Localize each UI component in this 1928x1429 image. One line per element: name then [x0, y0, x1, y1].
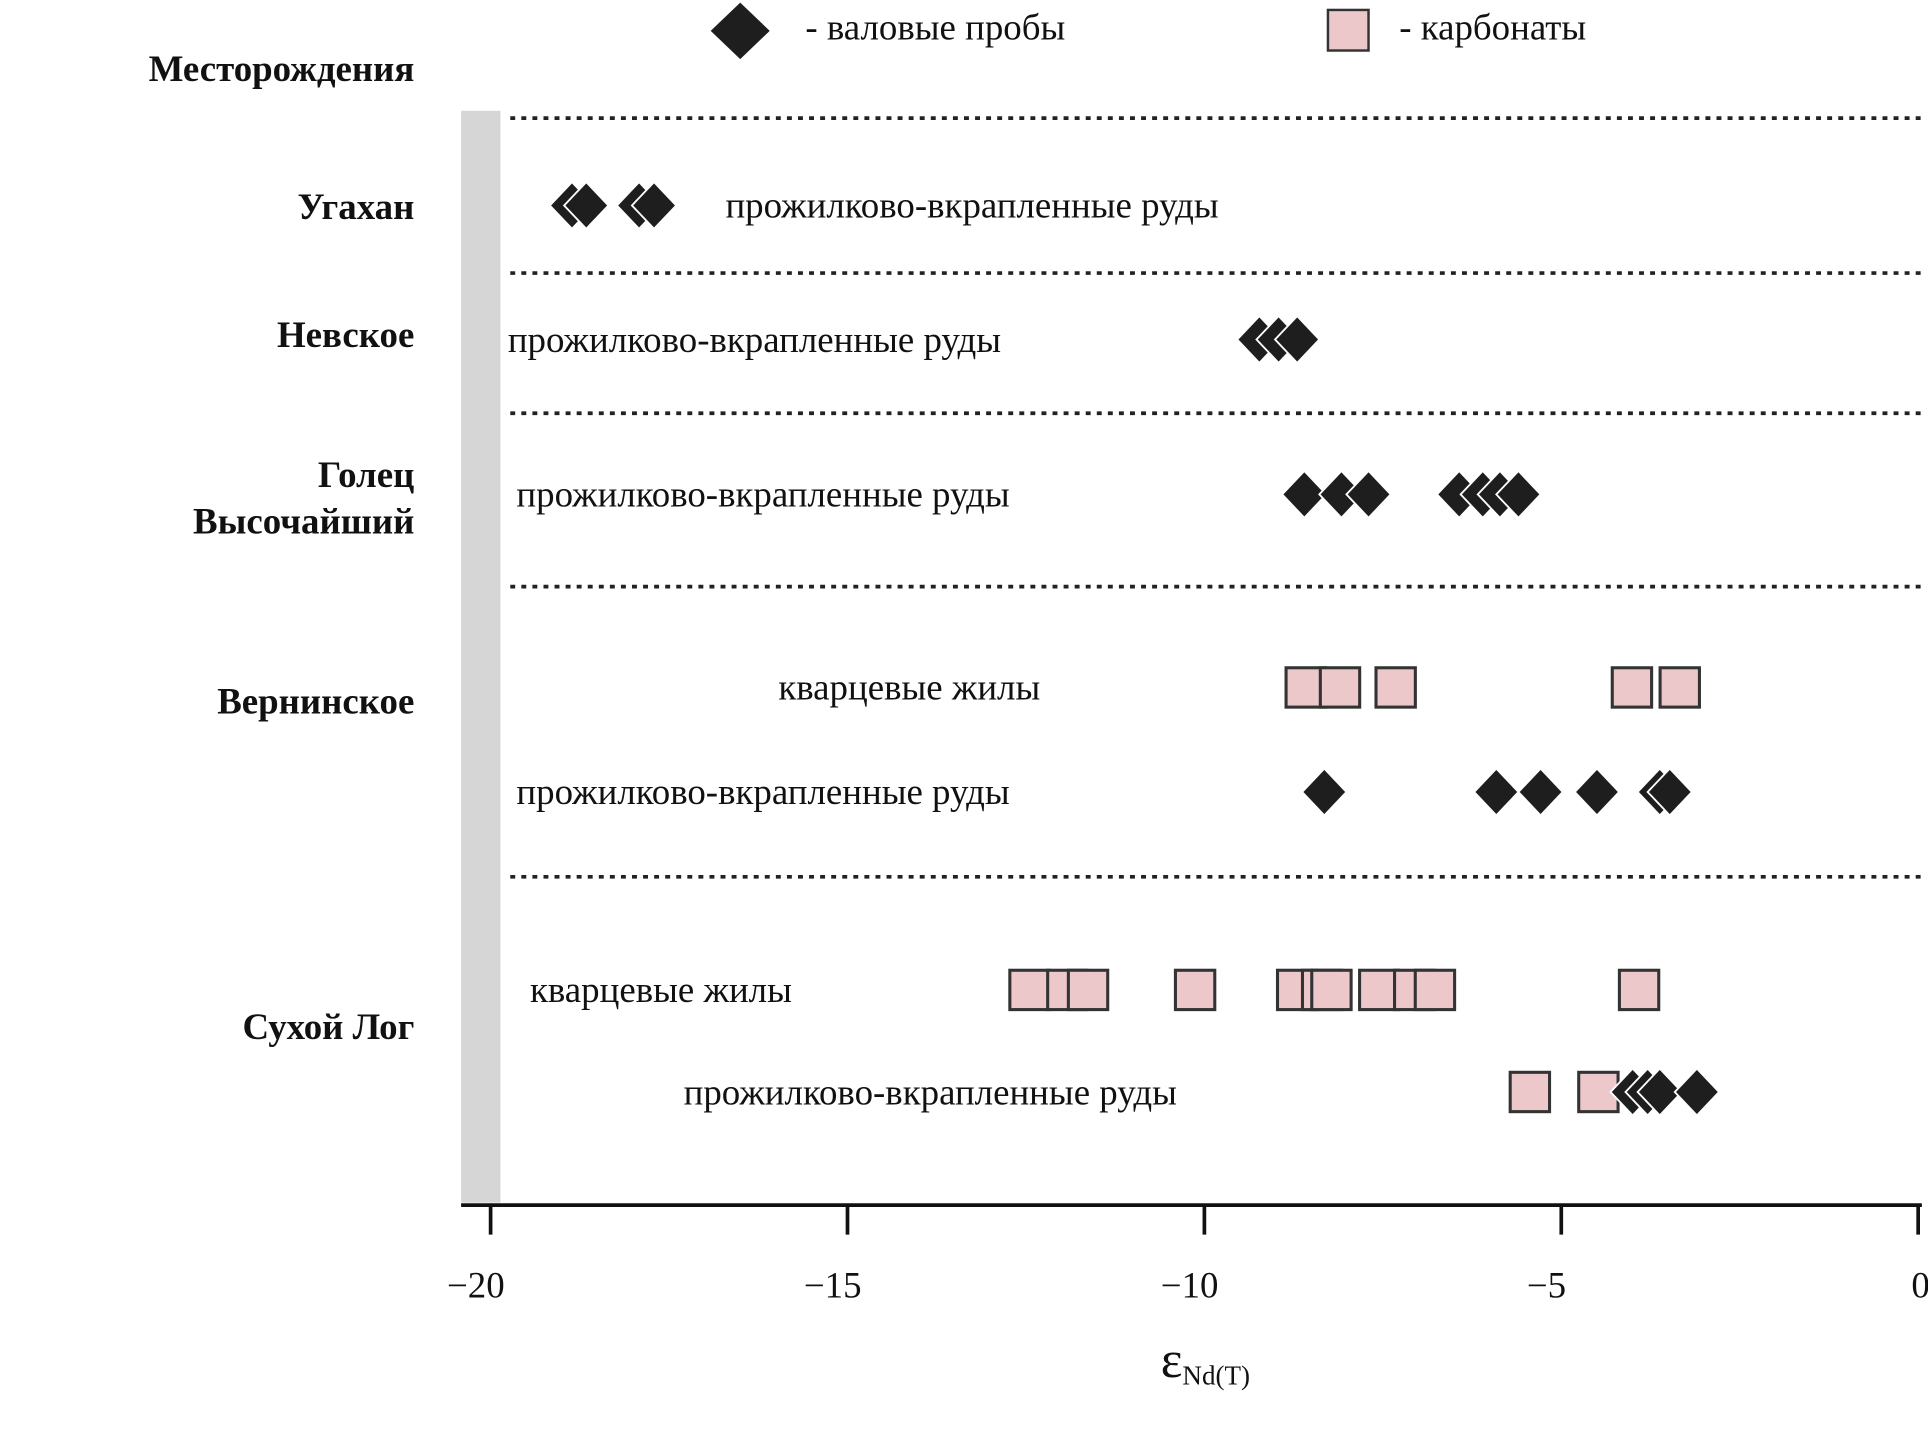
- legend: - валовые пробы - карбонаты: [710, 2, 1586, 60]
- row-label: кварцевые жилы: [778, 667, 1040, 708]
- carbonate-point: [1358, 968, 1401, 1012]
- bulk-sample-point: [1280, 469, 1328, 520]
- carbonate-point: [1066, 968, 1110, 1012]
- deposit-label: Вернинское: [217, 680, 414, 721]
- bulk-sample-point: [1345, 469, 1392, 520]
- x-tick-label: −20: [447, 1264, 505, 1305]
- carbonate-point: [1508, 1070, 1552, 1114]
- bulk-sample-point: [1646, 767, 1694, 817]
- bulk-sample-point: [1472, 767, 1520, 817]
- left-band: [461, 110, 501, 1203]
- carbonate-point: [1173, 968, 1217, 1012]
- y-header: Месторождения: [149, 48, 415, 89]
- deposit-label: Сухой Лог: [243, 1006, 415, 1047]
- legend-label-bulk: - валовые пробы: [805, 6, 1065, 47]
- carbonate-point: [1413, 968, 1457, 1012]
- deposit-label: Угахан: [298, 186, 415, 227]
- legend-square-marker: [1326, 8, 1370, 52]
- bulk-sample-point: [1495, 469, 1542, 520]
- x-tick-label: −15: [804, 1264, 862, 1305]
- bulk-sample-point: [1273, 314, 1321, 365]
- bulk-sample-point: [1573, 767, 1621, 817]
- carbonate-point: [1617, 968, 1661, 1012]
- carbonate-point: [1577, 1070, 1620, 1114]
- carbonate-point: [1374, 666, 1417, 709]
- row-label: прожилково-вкрапленные руды: [508, 319, 1001, 360]
- carbonate-point: [1310, 968, 1353, 1012]
- legend-diamond-marker: [710, 2, 770, 60]
- bulk-sample-point: [1673, 1067, 1721, 1117]
- x-tick-label: −10: [1161, 1264, 1219, 1305]
- row-label: прожилково-вкрапленные руды: [516, 474, 1009, 515]
- deposit-label: Высочайший: [193, 501, 414, 542]
- carbonate-point: [1008, 968, 1051, 1012]
- row-label: прожилково-вкрапленные руды: [725, 185, 1218, 226]
- deposit-label: Невское: [277, 314, 414, 355]
- x-axis-label: εNd(T): [1161, 1332, 1250, 1390]
- carbonate-point: [1610, 666, 1654, 709]
- row-label: прожилково-вкрапленные руды: [516, 771, 1009, 812]
- x-tick-label: −5: [1527, 1264, 1566, 1305]
- carbonate-point: [1658, 666, 1701, 709]
- row-label: кварцевые жилы: [530, 969, 792, 1010]
- carbonate-point: [1318, 666, 1362, 709]
- bulk-sample-point: [630, 180, 678, 231]
- x-tick-label: 0: [1911, 1264, 1928, 1305]
- bulk-sample-point: [1300, 767, 1348, 817]
- legend-label-carbonate: - карбонаты: [1399, 6, 1586, 47]
- bulk-sample-point: [1517, 767, 1564, 817]
- deposit-label: Голец: [318, 454, 414, 495]
- row-label: прожилково-вкрапленные руды: [684, 1071, 1177, 1112]
- bulk-sample-point: [562, 180, 610, 231]
- bulk-sample-point: [1636, 1067, 1684, 1117]
